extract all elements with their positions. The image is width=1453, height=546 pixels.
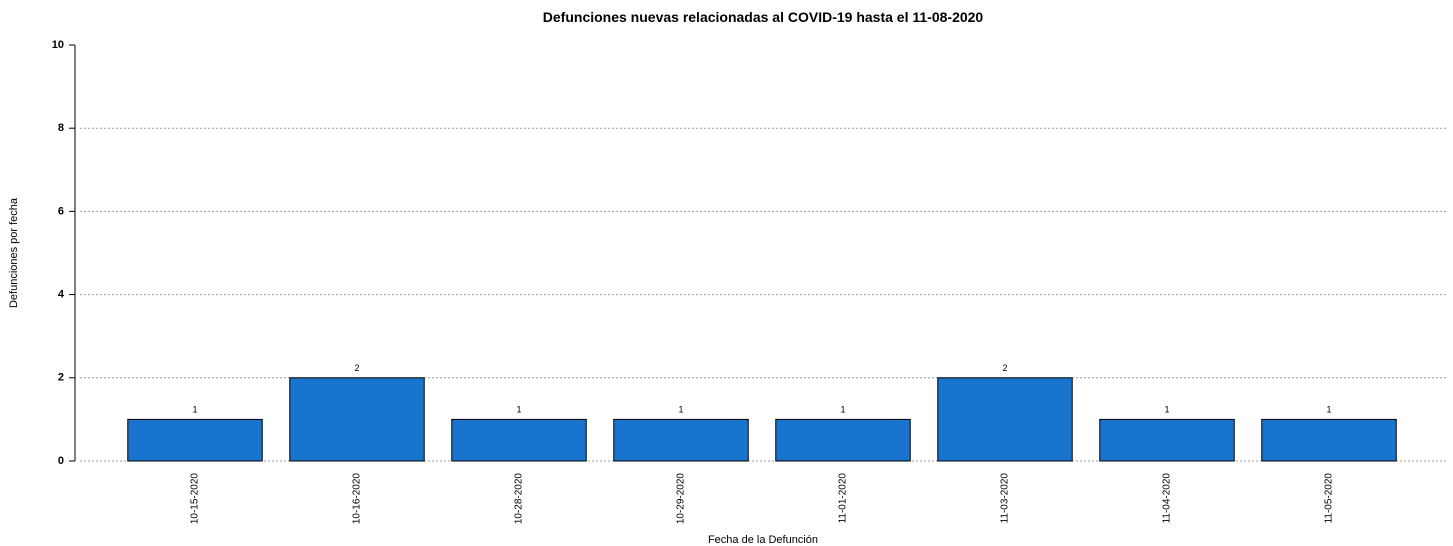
bar: [289, 377, 425, 462]
y-tick-label: 6: [58, 205, 64, 217]
value-label: 1: [192, 404, 197, 414]
value-label: 1: [516, 404, 521, 414]
bar: [127, 418, 263, 462]
x-tick-label: 10-28-2020: [514, 473, 525, 525]
y-tick-label: 0: [58, 455, 64, 467]
value-label: 1: [1326, 404, 1331, 414]
bar: [613, 418, 749, 462]
y-tick-label: 10: [52, 39, 64, 51]
x-tick-label: 10-16-2020: [352, 473, 363, 525]
value-label: 1: [1164, 404, 1169, 414]
x-tick-label: 10-29-2020: [676, 473, 687, 525]
bar: [775, 418, 911, 462]
x-tick-label: 11-01-2020: [838, 473, 849, 524]
value-label: 2: [354, 363, 359, 373]
bar: [1261, 418, 1397, 462]
x-tick-label: 10-15-2020: [190, 473, 201, 525]
bar: [937, 377, 1073, 462]
value-label: 1: [840, 404, 845, 414]
bar: [451, 418, 587, 462]
x-tick-label: 11-04-2020: [1162, 473, 1173, 524]
y-tick-label: 2: [58, 372, 64, 384]
chart-title: Defunciones nuevas relacionadas al COVID…: [543, 9, 984, 25]
value-label: 2: [1002, 363, 1007, 373]
y-tick-label: 8: [58, 122, 64, 134]
value-label: 1: [678, 404, 683, 414]
x-tick-label: 11-03-2020: [1000, 473, 1011, 524]
bar: [1099, 418, 1235, 462]
x-axis-title: Fecha de la Defunción: [708, 534, 818, 546]
y-tick-label: 4: [58, 289, 65, 301]
x-tick-label: 11-05-2020: [1324, 473, 1335, 524]
y-axis-title: Defunciones por fecha: [8, 197, 20, 308]
